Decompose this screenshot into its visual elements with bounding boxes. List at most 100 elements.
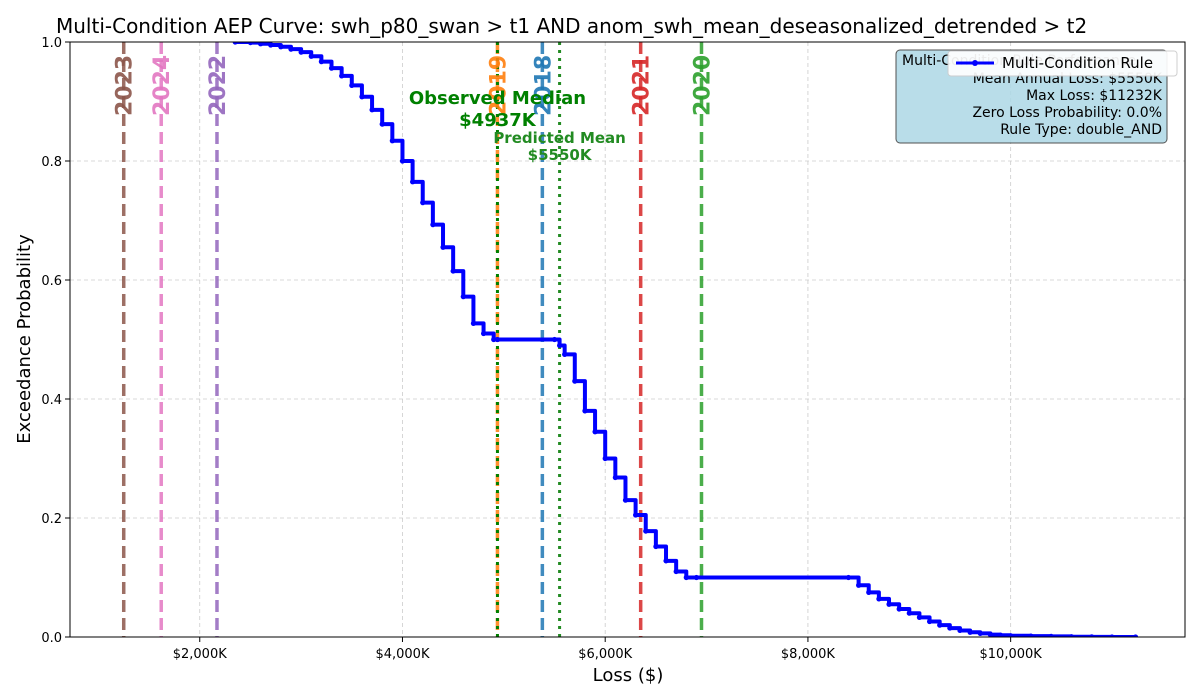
aep-point [328,65,335,71]
aep-point [896,606,902,612]
y-axis-label: Exceedance Probability [14,234,35,444]
aep-point [937,622,943,628]
aep-point [987,632,993,637]
y-tick-label: 0.2 [41,512,62,527]
aep-point [339,73,345,79]
aep-point [916,614,923,620]
aep-point [470,320,477,327]
aep-point [494,336,501,343]
aep-point [480,330,487,337]
year-label-2022: 2022 [206,55,231,116]
aep-point [399,158,406,164]
y-tick-label: 1.0 [41,36,62,51]
aep-point [410,179,416,185]
year-label-2023: 2023 [113,55,138,116]
aep-point [622,497,629,503]
aep-point [856,582,862,588]
aep-point [1028,633,1034,637]
aep-point [643,528,649,534]
aep-point [997,632,1004,637]
aep-point [420,200,426,206]
x-axis-label: Loss ($) [593,665,664,686]
x-tick-label: $2,000K [173,647,227,662]
chart-title: Multi-Condition AEP Curve: swh_p80_swan … [56,14,1087,38]
mean-value-label: $5550K [528,146,593,164]
aep-point [866,589,872,595]
aep-point [653,543,659,550]
aep-point [876,596,882,602]
legend-marker [972,60,978,66]
year-label-2018: 2018 [531,55,556,116]
aep-point [845,574,852,581]
legend-label: Multi-Condition Rule [1002,54,1153,72]
year-label-2019: 2019 [486,55,511,116]
median-label: Observed Median [409,88,586,109]
aep-point [1089,634,1095,637]
aep-point [572,378,578,384]
aep-point [1008,633,1014,637]
aep-point [556,342,563,349]
aep-point [491,336,497,343]
year-label-2020: 2020 [690,55,715,116]
aep-point [359,94,365,100]
aep-point [1132,634,1139,637]
y-tick-label: 0.6 [41,274,62,289]
aep-point [318,59,324,65]
y-tick-label: 0.0 [41,631,62,646]
aep-point [1109,634,1115,637]
aep-point [562,351,568,357]
aep-point [967,629,973,635]
x-tick-label: $8,000K [781,647,835,662]
aep-point [247,42,254,46]
aep-point [592,429,598,435]
stats-line: Max Loss: $11232K [1026,88,1163,104]
aep-point [663,558,669,564]
aep-point [926,618,933,625]
aep-point [450,268,456,274]
aep-point [957,627,963,634]
aep-point [460,294,466,300]
aep-point [947,625,953,631]
median-value-label: $4937K [459,110,537,131]
aep-point [886,601,892,607]
aep-point [1068,634,1075,637]
stats-line: Rule Type: double_AND [1000,122,1162,138]
aep-point [977,630,983,637]
aep-point [440,244,446,250]
aep-point [349,82,355,89]
aep-point [602,455,608,462]
aep-point [369,107,375,113]
aep-point [906,610,912,616]
y-tick-label: 0.4 [41,393,62,408]
x-tick-label: $10,000K [980,647,1043,662]
y-tick-label: 0.8 [41,155,62,170]
year-label-2021: 2021 [630,55,655,116]
aep-point [278,44,284,50]
aep-point [257,42,264,47]
aep-point [288,46,294,52]
aep-point [1048,633,1054,637]
aep-point [633,512,639,518]
aep-point [612,474,618,481]
aep-point [551,336,558,343]
aep-point [379,121,385,127]
aep-point [232,42,238,45]
aep-point [268,42,274,48]
axes-frame [69,41,1186,638]
aep-point [308,53,314,59]
aep-point [683,574,689,581]
aep-point [298,49,304,55]
year-label-2024: 2024 [150,55,175,116]
aep-point [673,568,679,575]
legend-box [947,50,1178,77]
aep-point [582,408,588,414]
x-tick-label: $6,000K [578,647,632,662]
stats-line: Zero Loss Probability: 0.0% [972,105,1162,121]
aep-point [389,138,395,144]
plot-area: 2023 2024 2022 2019 2018 2021 2020 Observed Med… [41,36,1186,662]
aep-point [430,222,436,228]
mean-label: Predicted Mean [493,129,626,147]
x-tick-label: $4,000K [375,647,429,662]
aep-point [693,574,700,581]
